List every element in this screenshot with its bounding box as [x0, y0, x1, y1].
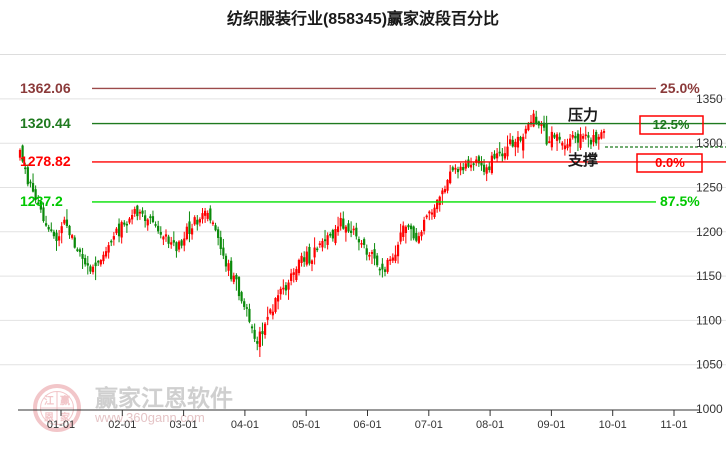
- svg-text:87.5%: 87.5%: [660, 193, 700, 209]
- svg-text:06-01: 06-01: [353, 419, 381, 431]
- svg-text:1200: 1200: [696, 225, 723, 239]
- svg-text:1250: 1250: [696, 181, 723, 195]
- svg-text:10-01: 10-01: [599, 419, 627, 431]
- svg-text:1237.2: 1237.2: [20, 193, 63, 209]
- svg-text:05-01: 05-01: [292, 419, 320, 431]
- svg-text:1150: 1150: [696, 269, 722, 283]
- svg-text:1362.06: 1362.06: [20, 80, 71, 96]
- svg-text:04-01: 04-01: [231, 419, 259, 431]
- svg-text:1300: 1300: [696, 136, 723, 150]
- svg-text:07-01: 07-01: [415, 419, 443, 431]
- svg-text:25.0%: 25.0%: [660, 80, 700, 96]
- svg-text:江: 江: [44, 394, 54, 407]
- svg-text:01-01: 01-01: [47, 419, 75, 431]
- svg-text:1320.44: 1320.44: [20, 115, 71, 131]
- svg-text:支撑: 支撑: [567, 151, 598, 169]
- svg-text:1000: 1000: [696, 402, 723, 416]
- svg-text:03-01: 03-01: [170, 419, 198, 431]
- svg-text:压力: 压力: [568, 106, 598, 124]
- svg-text:纺织服装行业(858345)赢家波段百分比: 纺织服装行业(858345)赢家波段百分比: [227, 9, 499, 28]
- svg-text:1350: 1350: [696, 92, 723, 106]
- svg-text:赢: 赢: [60, 394, 70, 407]
- svg-text:02-01: 02-01: [108, 419, 136, 431]
- svg-text:0.0%: 0.0%: [655, 155, 685, 170]
- svg-text:08-01: 08-01: [476, 419, 504, 431]
- svg-text:赢家江恩软件: 赢家江恩软件: [95, 385, 233, 411]
- svg-text:1050: 1050: [696, 358, 723, 372]
- svg-text:09-01: 09-01: [537, 419, 565, 431]
- svg-text:12.5%: 12.5%: [653, 117, 690, 132]
- svg-text:1278.82: 1278.82: [20, 153, 71, 169]
- svg-text:1100: 1100: [696, 313, 722, 327]
- svg-text:11-01: 11-01: [660, 419, 687, 431]
